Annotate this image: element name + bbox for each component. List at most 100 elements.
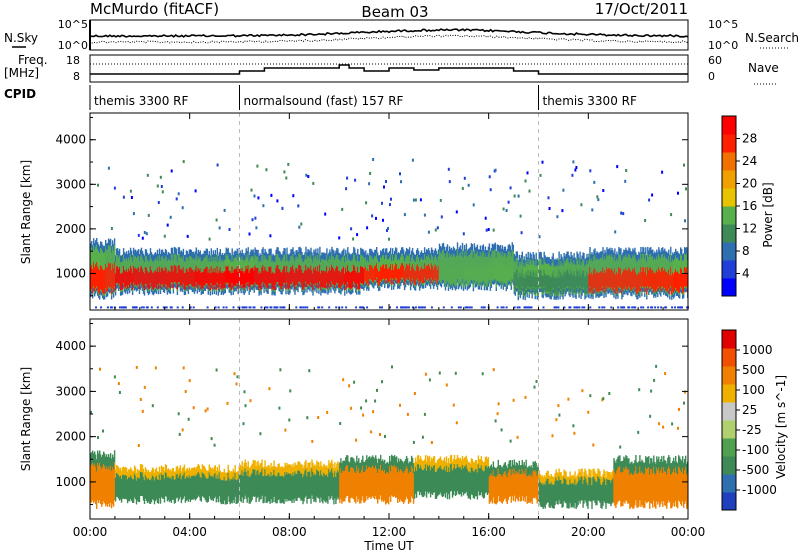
velocity-cell bbox=[453, 454, 456, 464]
power-cell bbox=[529, 270, 531, 288]
velocity-cell bbox=[345, 467, 347, 498]
power-cell bbox=[375, 265, 377, 280]
power-cell bbox=[251, 268, 253, 285]
velocity-cell bbox=[376, 468, 378, 500]
velocity-cell bbox=[130, 469, 133, 477]
velocity-cell bbox=[319, 475, 321, 503]
power-cell bbox=[591, 272, 593, 292]
velocity-cell bbox=[407, 473, 410, 504]
velocity-cell bbox=[117, 467, 120, 475]
power-cell bbox=[494, 260, 496, 278]
velocity-scatter-point bbox=[242, 422, 245, 426]
power-cell bbox=[342, 268, 344, 285]
power-cell bbox=[621, 274, 623, 295]
velocity-cell bbox=[102, 454, 104, 468]
power-cell bbox=[447, 268, 450, 286]
velocity-cell bbox=[461, 464, 464, 492]
power-cell bbox=[230, 273, 232, 290]
power-cell bbox=[193, 271, 196, 289]
velocity-cell bbox=[562, 475, 564, 484]
power-scatter-point bbox=[295, 306, 298, 309]
power-scatter-point bbox=[304, 306, 307, 309]
velocity-cell bbox=[478, 459, 481, 469]
velocity-cell bbox=[151, 475, 154, 500]
velocity-cell bbox=[177, 469, 180, 478]
power-cell bbox=[683, 273, 685, 293]
velocity-scatter-point bbox=[308, 369, 311, 373]
velocity-cell bbox=[421, 470, 424, 498]
power-colorbar-tick-label: 20 bbox=[742, 177, 757, 191]
power-cell bbox=[667, 273, 669, 293]
velocity-cell bbox=[233, 471, 235, 480]
velocity-cell bbox=[314, 473, 316, 501]
velocity-cell bbox=[519, 465, 521, 475]
power-cell bbox=[678, 273, 680, 293]
power-scatter-point bbox=[262, 204, 265, 208]
velocity-cell bbox=[686, 463, 688, 475]
velocity-cell bbox=[259, 472, 261, 500]
power-cell bbox=[576, 269, 578, 287]
velocity-cell bbox=[457, 466, 460, 494]
velocity-cell bbox=[520, 474, 522, 502]
power-scatter-point bbox=[170, 169, 173, 173]
power-scatter-point bbox=[324, 212, 327, 216]
velocity-cell bbox=[308, 471, 310, 499]
power-cell bbox=[620, 268, 622, 288]
power-cell bbox=[578, 275, 580, 293]
power-scatter-point bbox=[388, 237, 390, 241]
velocity-cell bbox=[582, 476, 584, 484]
velocity-cell bbox=[598, 477, 600, 501]
velocity-cell bbox=[636, 462, 638, 474]
velocity-ytick-label: 3000 bbox=[55, 384, 86, 398]
power-cell bbox=[159, 271, 162, 289]
velocity-cell bbox=[540, 483, 542, 507]
power-cell bbox=[568, 273, 570, 291]
velocity-cell bbox=[189, 470, 192, 479]
velocity-cell bbox=[154, 477, 157, 502]
power-scatter-point bbox=[661, 170, 664, 174]
velocity-cell bbox=[454, 459, 457, 469]
velocity-cell bbox=[288, 473, 290, 501]
power-cell bbox=[553, 277, 555, 295]
velocity-cell bbox=[185, 477, 188, 501]
power-cell bbox=[557, 277, 559, 295]
power-cell bbox=[383, 264, 385, 279]
velocity-cell bbox=[215, 470, 217, 479]
power-cell bbox=[213, 272, 215, 289]
velocity-cell bbox=[111, 467, 114, 505]
velocity-cell bbox=[271, 467, 273, 476]
power-scatter-point bbox=[194, 189, 197, 193]
power-cell bbox=[135, 269, 138, 287]
velocity-cell bbox=[140, 464, 143, 473]
power-cell bbox=[185, 268, 188, 286]
power-scatter-point bbox=[305, 173, 308, 177]
power-colorbar-cell bbox=[722, 116, 736, 135]
velocity-colorbar-cell bbox=[722, 474, 736, 493]
power-scatter-point bbox=[402, 306, 404, 309]
power-scatter-point bbox=[528, 306, 531, 309]
velocity-scatter-point bbox=[215, 368, 218, 372]
power-cell bbox=[334, 271, 336, 288]
power-cell bbox=[618, 267, 620, 287]
power-cell bbox=[102, 268, 104, 293]
velocity-cell bbox=[459, 457, 462, 467]
power-scatter-point bbox=[548, 207, 551, 210]
power-cell bbox=[588, 273, 590, 293]
power-cell bbox=[523, 274, 525, 292]
power-cell bbox=[362, 267, 364, 284]
power-scatter-point bbox=[513, 306, 516, 309]
power-cell bbox=[609, 267, 611, 287]
velocity-cell bbox=[611, 471, 613, 480]
velocity-cell bbox=[320, 470, 322, 498]
velocity-cell bbox=[461, 455, 464, 465]
power-cell bbox=[536, 277, 538, 294]
velocity-cell bbox=[634, 460, 636, 472]
power-cell bbox=[326, 266, 328, 284]
velocity-cell bbox=[301, 473, 303, 501]
velocity-cell bbox=[295, 473, 297, 501]
velocity-scatter-point bbox=[177, 412, 180, 416]
power-scatter-point bbox=[463, 176, 466, 180]
velocity-cell bbox=[175, 474, 178, 499]
velocity-cell bbox=[639, 466, 641, 501]
velocity-cell bbox=[480, 465, 483, 493]
